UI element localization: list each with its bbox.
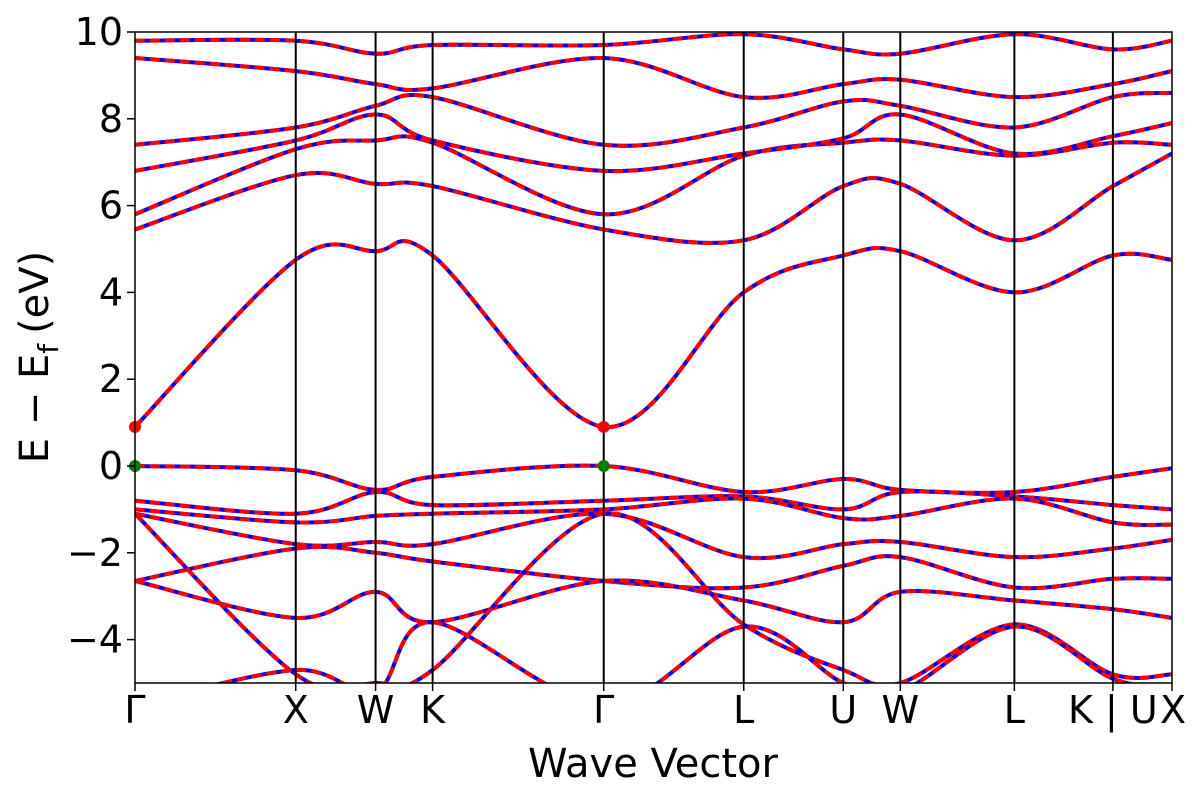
y-axis-title-unit: (eV) bbox=[12, 251, 58, 334]
y-tick-label-0: 10 bbox=[75, 10, 123, 54]
band-1-dashed-line bbox=[135, 151, 1172, 245]
band-9-dashed-line bbox=[135, 496, 1172, 527]
kpoint-vertical-lines bbox=[294, 32, 1114, 683]
x-axis-title: Wave Vector bbox=[528, 741, 779, 787]
y-tick-label-5: 0 bbox=[99, 444, 123, 488]
band-edge-marker-1 bbox=[597, 420, 610, 433]
y-axis: 10 8 6 4 2 0 −2 −4 bbox=[67, 10, 135, 662]
x-tick-label-2: W bbox=[357, 688, 395, 732]
y-tick-label-3: 4 bbox=[99, 270, 123, 314]
y-axis-title: E − Ef (eV) bbox=[12, 251, 65, 464]
x-tick-label-1: X bbox=[283, 688, 309, 732]
x-tick-label-9: K | U bbox=[1068, 688, 1158, 733]
band-10-dashed-line bbox=[135, 511, 1172, 561]
y-tick-label-6: −2 bbox=[67, 531, 123, 575]
x-tick-label-6: U bbox=[829, 688, 857, 732]
band-5-dashed-line bbox=[135, 55, 1172, 100]
y-axis-title-main: E − E bbox=[12, 354, 58, 464]
x-tick-label-7: W bbox=[882, 688, 920, 732]
x-tick-label-3: K bbox=[420, 688, 446, 732]
y-axis-title-subscript: f bbox=[32, 343, 65, 354]
y-tick-label-2: 6 bbox=[99, 184, 123, 228]
band-4-dashed-line bbox=[135, 90, 1172, 148]
x-tick-label-5: L bbox=[733, 688, 754, 732]
x-tick-label-8: L bbox=[1004, 688, 1025, 732]
band-edge-marker-3 bbox=[597, 460, 610, 472]
band-3-dashed-line bbox=[135, 112, 1172, 174]
band-6-dashed-line bbox=[135, 32, 1172, 57]
y-tick-label-7: −4 bbox=[67, 618, 123, 662]
y-tick-label-4: 2 bbox=[99, 357, 123, 401]
x-tick-label-0: Γ bbox=[124, 688, 145, 732]
plot-frame bbox=[134, 31, 1173, 684]
x-tick-label-10: X bbox=[1160, 688, 1186, 732]
x-tick-label-4: Γ bbox=[593, 688, 614, 732]
y-tick-label-1: 8 bbox=[99, 97, 123, 141]
